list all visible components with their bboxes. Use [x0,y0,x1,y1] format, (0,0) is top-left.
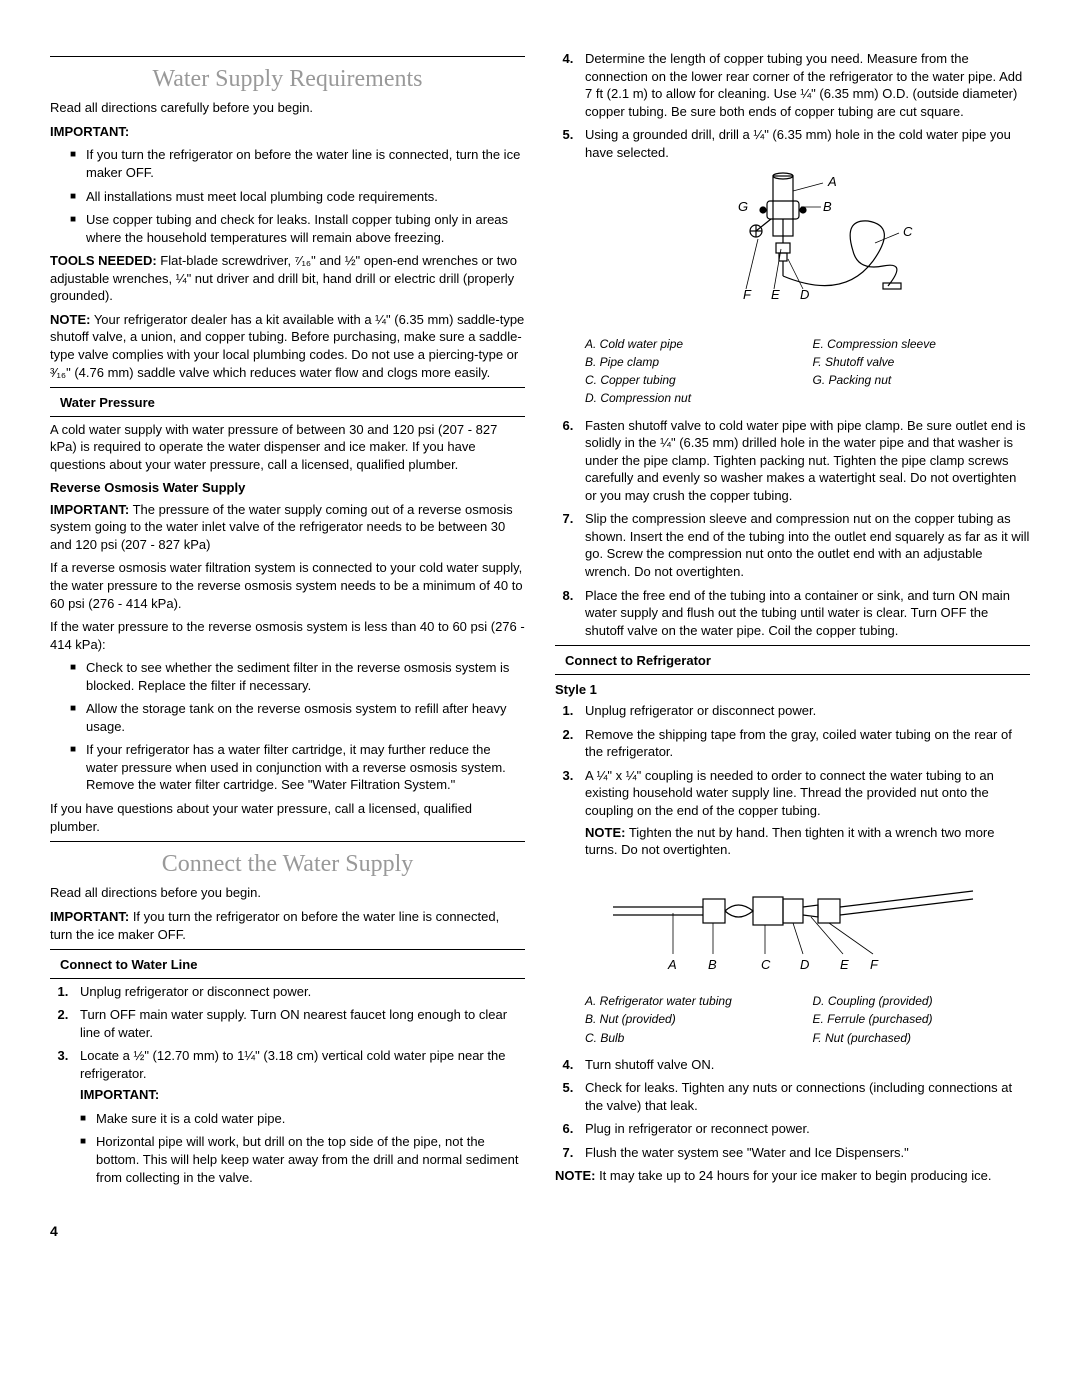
coupling-diagram: A B C D E F [555,869,1030,984]
step-item: Slip the compression sleeve and compress… [577,510,1030,580]
step-item: Remove the shipping tape from the gray, … [577,726,1030,761]
step-item: Place the free end of the tubing into a … [577,587,1030,640]
bullet-item: Check to see whether the sediment filter… [70,659,525,694]
diagram-legend-2: A. Refrigerator water tubing B. Nut (pro… [555,993,1030,1048]
important-label: IMPORTANT: [50,123,525,141]
svg-text:C: C [903,224,913,239]
svg-text:E: E [771,287,780,302]
water-pressure-text: A cold water supply with water pressure … [50,421,525,474]
svg-text:D: D [800,287,809,302]
step-item: Flush the water system see "Water and Ic… [577,1144,1030,1162]
svg-text:E: E [840,957,849,972]
tools-needed: TOOLS NEEDED: Flat-blade screwdriver, ⁷⁄… [50,252,525,305]
svg-text:F: F [743,287,752,302]
rev-osmosis-heading: Reverse Osmosis Water Supply [50,479,525,497]
intro-text: Read all directions carefully before you… [50,99,525,117]
svg-text:C: C [761,957,771,972]
step-item: Locate a ½" (12.70 mm) to 1¼" (3.18 cm) … [72,1047,525,1186]
connect-water-line-heading: Connect to Water Line [50,956,525,974]
step-item: Determine the length of copper tubing yo… [577,50,1030,120]
bullet-item: If you turn the refrigerator on before t… [70,146,525,181]
section-title-connect: Connect the Water Supply [50,848,525,880]
pipe-diagram: A B C D E F G [555,171,1030,326]
step-item: Check for leaks. Tighten any nuts or con… [577,1079,1030,1114]
bullet-item: Use copper tubing and check for leaks. I… [70,211,525,246]
svg-text:A: A [827,174,837,189]
bullet-item: All installations must meet local plumbi… [70,188,525,206]
step-item: Turn shutoff valve ON. [577,1056,1030,1074]
step-item: Using a grounded drill, drill a ¼" (6.35… [577,126,1030,161]
step-item: Plug in refrigerator or reconnect power. [577,1120,1030,1138]
paragraph: If a reverse osmosis water filtration sy… [50,559,525,612]
nested-bullet: Make sure it is a cold water pipe. [80,1110,525,1128]
svg-text:A: A [667,957,677,972]
nested-bullet: Horizontal pipe will work, but drill on … [80,1133,525,1186]
connect-refrig-heading: Connect to Refrigerator [555,652,1030,670]
intro-text: Read all directions before you begin. [50,884,525,902]
section-title-water-req: Water Supply Requirements [50,63,525,95]
svg-text:D: D [800,957,809,972]
bullet-item: If your refrigerator has a water filter … [70,741,525,794]
diagram-legend: A. Cold water pipe B. Pipe clamp C. Copp… [555,336,1030,409]
page-number: 4 [50,1222,1030,1241]
paragraph: If the water pressure to the reverse osm… [50,618,525,653]
rev-osmosis-important: IMPORTANT: The pressure of the water sup… [50,501,525,554]
final-note: NOTE: It may take up to 24 hours for you… [555,1167,1030,1185]
svg-text:F: F [870,957,879,972]
closing-text: If you have questions about your water p… [50,800,525,835]
step-item: Turn OFF main water supply. Turn ON near… [72,1006,525,1041]
svg-text:B: B [823,199,832,214]
step-item: A ¼" x ¼" coupling is needed to order to… [577,767,1030,859]
svg-text:B: B [708,957,717,972]
step-item: Fasten shutoff valve to cold water pipe … [577,417,1030,505]
note-text: NOTE: Your refrigerator dealer has a kit… [50,311,525,381]
bullet-item: Allow the storage tank on the reverse os… [70,700,525,735]
step-item: Unplug refrigerator or disconnect power. [72,983,525,1001]
important-text: IMPORTANT: If you turn the refrigerator … [50,908,525,943]
style1-heading: Style 1 [555,681,1030,699]
svg-text:G: G [738,199,748,214]
step-item: Unplug refrigerator or disconnect power. [577,702,1030,720]
water-pressure-heading: Water Pressure [50,394,525,412]
